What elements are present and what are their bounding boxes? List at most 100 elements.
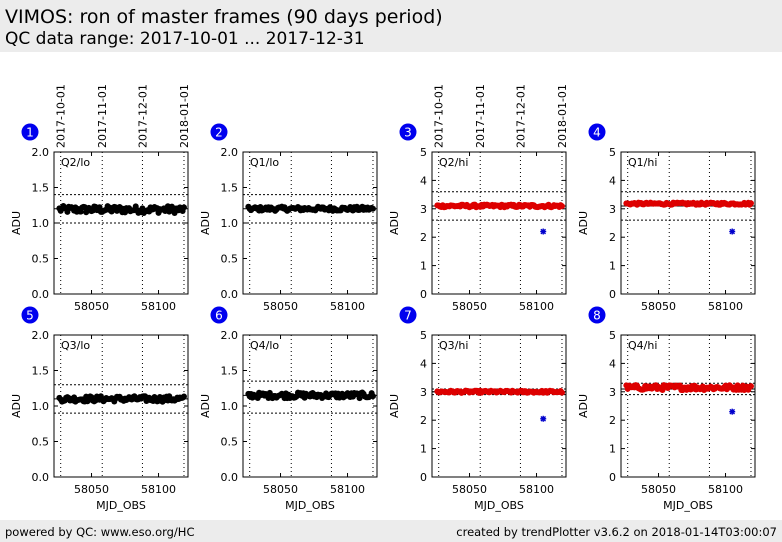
y-tick-label: 2.0	[221, 329, 239, 342]
plot-frame	[53, 151, 189, 295]
page-subtitle: QC data range: 2017-10-01 ... 2017-12-31	[5, 29, 365, 49]
data-point	[369, 205, 376, 212]
panel-number-badge	[399, 306, 417, 324]
date-tick-label: 2017-10-01	[55, 84, 68, 148]
date-tick-label: 2017-11-01	[96, 84, 109, 148]
y-axis-label: ADU	[10, 211, 23, 235]
y-tick-label: 2	[420, 414, 427, 427]
panel-label: Q1/hi	[628, 156, 657, 169]
panel-label: Q4/hi	[628, 339, 657, 352]
header-bar: VIMOS: ron of master frames (90 days per…	[0, 0, 782, 52]
data-point	[558, 203, 565, 210]
y-tick-label: 1.0	[32, 217, 50, 230]
y-tick-label: 0	[609, 471, 616, 484]
x-tick-label: 58100	[708, 300, 743, 313]
y-tick-label: 0.5	[221, 436, 239, 449]
y-tick-label: 5	[609, 146, 616, 159]
date-tick-label: 2017-12-01	[514, 84, 527, 148]
y-tick-label: 1.5	[221, 365, 239, 378]
y-tick-label: 3	[609, 203, 616, 216]
y-tick-label: 0.0	[32, 288, 50, 301]
panel-number-badge	[399, 123, 417, 141]
panel-number-badge	[210, 123, 228, 141]
y-tick-label: 4	[420, 357, 427, 370]
y-tick-label: 3	[420, 386, 427, 399]
plot-frame	[242, 334, 378, 478]
footer-credit: powered by QC: www.eso.org/HC	[5, 525, 195, 539]
y-tick-label: 1.5	[32, 365, 50, 378]
y-tick-label: 1.0	[32, 400, 50, 413]
outlier-point	[540, 415, 547, 422]
panel-number-badge	[588, 306, 606, 324]
y-axis-label: ADU	[577, 211, 590, 235]
y-tick-label: 5	[420, 146, 427, 159]
footer-created: created by trendPlotter v3.6.2 on 2018-0…	[456, 525, 777, 539]
x-axis-label: MJD_OBS	[285, 499, 335, 512]
y-tick-label: 1.0	[221, 400, 239, 413]
footer-bar: powered by QC: www.eso.org/HC created by…	[0, 520, 782, 542]
y-tick-label: 5	[609, 329, 616, 342]
y-tick-label: 0.0	[32, 471, 50, 484]
y-tick-label: 0	[609, 288, 616, 301]
data-point	[369, 393, 376, 400]
y-axis-label: ADU	[10, 394, 23, 418]
page-title: VIMOS: ron of master frames (90 days per…	[5, 6, 443, 28]
y-tick-label: 2.0	[32, 329, 50, 342]
panel-label: Q1/lo	[250, 156, 279, 169]
plot-frame	[431, 151, 567, 295]
y-tick-label: 3	[609, 386, 616, 399]
y-tick-label: 1	[420, 260, 427, 273]
x-tick-label: 58050	[263, 483, 298, 496]
date-tick-label: 2018-01-01	[556, 84, 569, 148]
x-tick-label: 58100	[141, 483, 176, 496]
panel-number: 1	[26, 126, 34, 140]
panel-number: 5	[26, 309, 34, 323]
data-point	[180, 393, 187, 400]
x-tick-label: 58100	[708, 483, 743, 496]
y-tick-label: 1	[420, 443, 427, 456]
panel-number: 2	[215, 126, 223, 140]
x-tick-label: 58050	[641, 483, 676, 496]
panel-number: 4	[593, 126, 601, 140]
y-tick-label: 1.0	[221, 217, 239, 230]
y-tick-label: 5	[420, 329, 427, 342]
y-tick-label: 2	[420, 231, 427, 244]
y-tick-label: 4	[609, 357, 616, 370]
y-tick-label: 1.5	[221, 182, 239, 195]
y-tick-label: 0.5	[32, 436, 50, 449]
data-point	[558, 389, 565, 396]
data-point	[356, 395, 363, 402]
y-axis-label: ADU	[388, 211, 401, 235]
y-axis-label: ADU	[577, 394, 590, 418]
x-tick-label: 58050	[74, 483, 109, 496]
y-tick-label: 2.0	[221, 146, 239, 159]
plot-frame	[620, 334, 756, 478]
x-tick-label: 58100	[519, 483, 554, 496]
panel-number-badge	[21, 123, 39, 141]
y-tick-label: 2	[609, 414, 616, 427]
panel-label: Q2/hi	[439, 156, 468, 169]
date-tick-label: 2017-12-01	[136, 84, 149, 148]
panel-label: Q4/lo	[250, 339, 279, 352]
x-axis-label: MJD_OBS	[96, 499, 146, 512]
y-tick-label: 0.0	[221, 288, 239, 301]
x-axis-label: MJD_OBS	[663, 499, 713, 512]
y-tick-label: 1.5	[32, 182, 50, 195]
y-tick-label: 2.0	[32, 146, 50, 159]
y-tick-label: 3	[420, 203, 427, 216]
x-tick-label: 58100	[330, 300, 365, 313]
x-tick-label: 58050	[263, 300, 298, 313]
outlier-point	[729, 408, 736, 415]
panel-number: 8	[593, 309, 601, 323]
outlier-point	[540, 228, 547, 235]
x-tick-label: 58100	[330, 483, 365, 496]
x-tick-label: 58050	[452, 300, 487, 313]
data-point	[747, 383, 754, 390]
x-tick-label: 58050	[74, 300, 109, 313]
y-axis-label: ADU	[199, 394, 212, 418]
data-point	[96, 204, 103, 211]
y-tick-label: 1	[609, 443, 616, 456]
data-point	[747, 200, 754, 207]
y-axis-label: ADU	[199, 211, 212, 235]
